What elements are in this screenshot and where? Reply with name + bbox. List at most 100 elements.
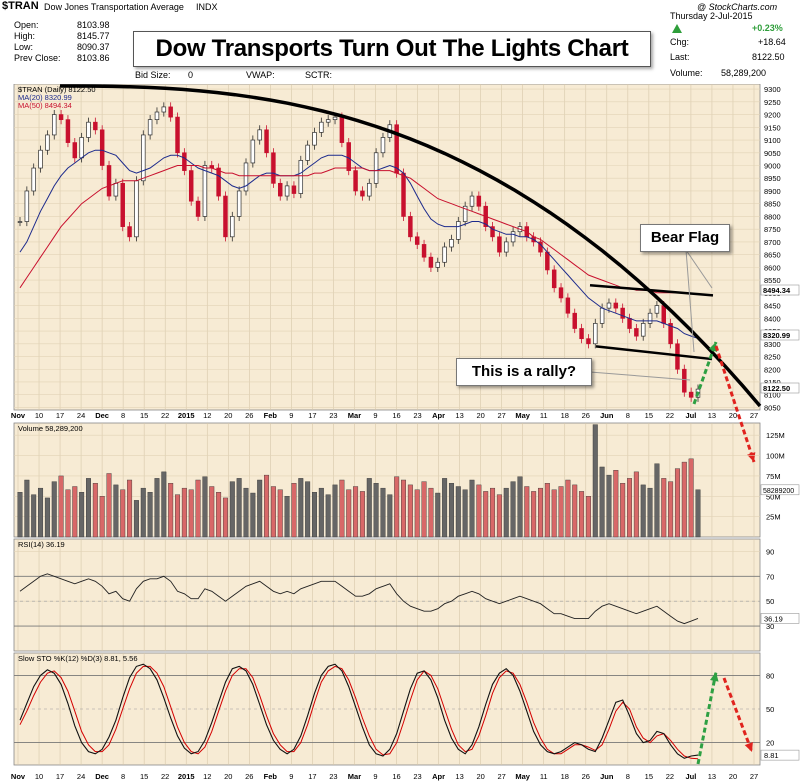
volume-bar	[79, 492, 85, 538]
volume-bar	[17, 492, 23, 538]
x-tick-label-bottom: 9	[289, 772, 293, 781]
volume-bar	[462, 489, 468, 538]
chg-value: +18.64	[758, 37, 786, 47]
volume-bar	[627, 478, 633, 538]
candle-body	[93, 121, 98, 131]
ma50-price-tag: 8494.34	[763, 286, 791, 295]
rsi-value-tag: 36.19	[764, 614, 783, 623]
panel-bg-rsi	[13, 538, 761, 652]
volume-tag-box	[760, 484, 800, 496]
x-tick-label-top: 20	[224, 411, 232, 420]
x-tick-label-bottom: 22	[666, 772, 674, 781]
bidsize-value: 0	[188, 70, 194, 80]
volume-bar	[243, 487, 249, 538]
candle-body	[476, 195, 482, 207]
volume-bar	[674, 468, 680, 538]
volume-bar	[565, 479, 571, 538]
x-tick-label-top: 15	[140, 411, 148, 420]
bear-flag-pointer	[685, 249, 695, 353]
declining-arc-trendline	[60, 84, 762, 408]
x-tick-label-top: Jun	[600, 411, 614, 420]
volume-bar	[24, 479, 30, 538]
prevclose-label: Prev Close:	[14, 53, 61, 63]
volume-bar	[599, 466, 605, 538]
volume-bar	[407, 484, 413, 538]
volume-bar	[298, 478, 304, 538]
volume-bar	[613, 470, 619, 538]
volume-tick-label: 100M	[766, 452, 785, 461]
x-tick-label-top: 22	[666, 411, 674, 420]
volume-bar	[661, 478, 667, 538]
rsi-tick-label: 70	[766, 572, 774, 581]
x-tick-label-top: 8	[121, 411, 125, 420]
price-tick-label: 8950	[764, 174, 781, 183]
x-tick-label-top: 23	[413, 411, 421, 420]
candle-body	[339, 116, 345, 143]
volume-bar	[291, 483, 297, 538]
candle-body	[380, 137, 386, 154]
volume-bar	[311, 492, 317, 538]
candle-body	[113, 182, 119, 197]
x-tick-label-bottom: 9	[373, 772, 377, 781]
candle-body	[86, 121, 91, 138]
candle-body	[346, 142, 351, 171]
candle-body	[319, 121, 324, 133]
candle-body	[65, 119, 71, 143]
volume-bar	[510, 481, 516, 538]
price-tick-label: 9150	[764, 123, 781, 132]
volume-bar	[476, 484, 482, 538]
price-tick-label: 8100	[764, 391, 781, 400]
prevclose-value: 8103.86	[77, 53, 110, 63]
volume-bar	[668, 481, 674, 538]
bear-flag-label: Bear Flag	[650, 229, 720, 246]
volume-bar	[455, 486, 461, 538]
watermark: @ StockCharts.com	[697, 2, 778, 12]
high-label: High:	[14, 31, 36, 41]
price-tick-label: 9100	[764, 136, 781, 145]
volume-bar	[175, 494, 181, 538]
x-tick-label-bottom: 23	[329, 772, 337, 781]
ma20-line	[19, 149, 699, 339]
candle-body	[79, 137, 84, 159]
candle-body	[640, 323, 646, 337]
price-tick-label: 8750	[764, 225, 781, 234]
candle-body	[654, 305, 660, 314]
rsi-line	[19, 573, 699, 625]
x-tick-label-top: 13	[708, 411, 716, 420]
open-value: 8103.98	[77, 20, 110, 30]
low-value: 8090.37	[77, 42, 110, 52]
volume-bar	[435, 492, 441, 538]
down-projection-arrow-head	[747, 452, 756, 462]
price-legend-symbol: $TRAN (Daily) 8122.50	[18, 85, 96, 94]
x-tick-label-top: Nov	[11, 411, 26, 420]
volume-bar	[353, 486, 359, 538]
sto-value-tag: 8.81	[764, 751, 779, 760]
candle-body	[31, 167, 36, 192]
last-price-tag-box	[760, 382, 800, 394]
candle-body	[462, 205, 468, 222]
volume-bar	[620, 483, 626, 538]
volume-bar	[544, 483, 550, 538]
candle-body	[291, 185, 297, 194]
volume-bar	[44, 497, 50, 538]
rsi-tick-label: 30	[766, 622, 774, 631]
volume-bar	[524, 486, 530, 538]
volume-bar	[592, 424, 598, 538]
candle-body	[58, 114, 64, 121]
instrument-name: Dow Jones Transportation Average	[44, 2, 184, 12]
x-tick-label-bottom: 23	[413, 772, 421, 781]
candle-body	[586, 338, 591, 345]
candle-body	[312, 132, 317, 146]
ma20-price-tag-box	[760, 329, 800, 341]
x-tick-label-bottom: 20	[224, 772, 232, 781]
volume-bar	[154, 478, 160, 538]
candle-body	[284, 185, 290, 197]
sto-k-line	[19, 663, 699, 759]
candle-body	[373, 152, 379, 184]
volume-bar	[373, 483, 379, 538]
candle-body	[45, 134, 50, 151]
x-tick-label-top: 9	[289, 411, 293, 420]
candle-body	[401, 172, 406, 217]
sto-tag-box	[760, 749, 800, 761]
